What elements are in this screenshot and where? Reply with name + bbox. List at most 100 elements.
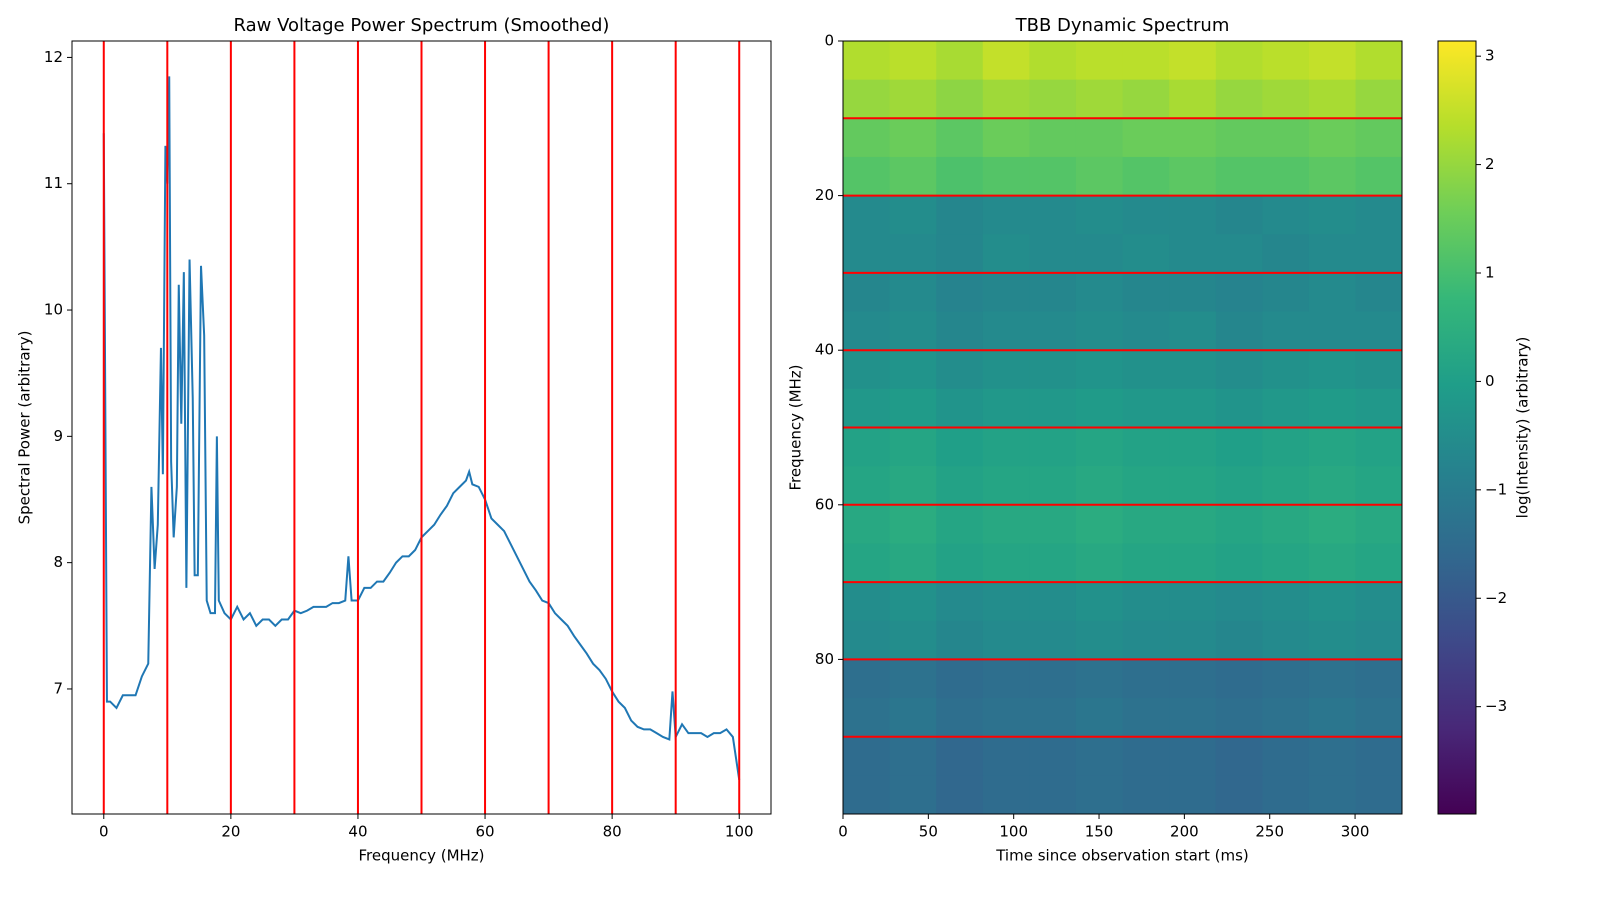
heatmap-cell xyxy=(1029,620,1077,660)
heatmap-cell xyxy=(1029,504,1077,544)
heatmap-cell xyxy=(1215,311,1263,351)
heatmap-cell xyxy=(1308,775,1357,815)
heatmap-cell xyxy=(1169,79,1217,119)
heatmap-cell xyxy=(1355,156,1403,197)
heatmap-cell xyxy=(1122,582,1170,622)
heatmap-cell xyxy=(1355,311,1403,351)
heatmap-cell xyxy=(1075,620,1124,660)
y-tick-label: 0 xyxy=(824,32,834,50)
heatmap-cell xyxy=(1262,388,1310,428)
heatmap-cell xyxy=(1029,234,1077,274)
x-axis-label: Time since observation start (ms) xyxy=(995,847,1249,865)
heatmap-cell xyxy=(1262,41,1310,81)
heatmap-cell xyxy=(1029,543,1077,583)
heatmap-cell xyxy=(1355,659,1403,699)
heatmap-cell xyxy=(936,350,984,390)
heatmap-cell xyxy=(1215,118,1263,158)
heatmap-cell xyxy=(1169,234,1217,274)
heatmap-cell xyxy=(843,620,891,660)
heatmap-cell xyxy=(1355,543,1403,583)
heatmap-cell xyxy=(843,775,891,815)
heatmap-cell xyxy=(843,195,891,235)
heatmap-cell xyxy=(936,272,984,313)
heatmap-cell xyxy=(1355,79,1403,119)
heatmap-cell xyxy=(1122,350,1170,390)
heatmap-cell xyxy=(1122,427,1170,467)
heatmap-cell xyxy=(1169,156,1217,197)
heatmap-cell xyxy=(982,234,1030,274)
heatmap-cell xyxy=(1308,736,1357,776)
heatmap-cell xyxy=(1262,272,1310,313)
heatmap-cell xyxy=(1355,41,1403,81)
heatmap-cell xyxy=(1122,620,1170,660)
heatmap-cell xyxy=(936,41,984,81)
heatmap-cell xyxy=(843,388,891,428)
heatmap-cell xyxy=(1355,698,1403,738)
heatmap-cell xyxy=(1075,234,1124,274)
heatmap-cell xyxy=(982,195,1030,235)
heatmap-cell xyxy=(843,504,891,544)
heatmap-cell xyxy=(889,79,937,119)
heatmap-cell xyxy=(1122,659,1170,699)
y-tick-label: 80 xyxy=(815,650,834,668)
heatmap-cell xyxy=(889,311,937,351)
heatmap-cell xyxy=(1355,118,1403,158)
heatmap-cell xyxy=(936,736,984,776)
heatmap-cell xyxy=(1075,659,1124,699)
heatmap-cell xyxy=(1308,388,1357,428)
heatmap-cell xyxy=(1262,156,1310,197)
x-tick-label: 0 xyxy=(99,823,109,841)
heatmap-cell xyxy=(1215,350,1263,390)
heatmap-cell xyxy=(889,504,937,544)
heatmap-cell xyxy=(1169,388,1217,428)
heatmap-cell xyxy=(1029,466,1077,506)
heatmap-cell xyxy=(889,388,937,428)
heatmap-cell xyxy=(1355,582,1403,622)
heatmap-cell xyxy=(1215,543,1263,583)
heatmap-cell xyxy=(982,775,1030,815)
heatmap-cell xyxy=(889,41,937,81)
heatmap-cell xyxy=(936,775,984,815)
heatmap-cell xyxy=(1262,118,1310,158)
heatmap-cell xyxy=(1075,156,1124,197)
heatmap-cell xyxy=(1169,350,1217,390)
heatmap-cell xyxy=(1262,775,1310,815)
heatmap-cell xyxy=(843,79,891,119)
heatmap-cell xyxy=(1215,504,1263,544)
heatmap-cell xyxy=(936,466,984,506)
heatmap-cell xyxy=(1122,311,1170,351)
heatmap-cell xyxy=(1029,582,1077,622)
heatmap-cell xyxy=(1308,698,1357,738)
heatmap-cell xyxy=(982,156,1030,197)
y-tick-label: 12 xyxy=(44,48,63,66)
heatmap-cell xyxy=(1215,427,1263,467)
heatmap-cell xyxy=(1215,698,1263,738)
heatmap-cell xyxy=(982,698,1030,738)
heatmap-cell xyxy=(1029,775,1077,815)
heatmap-cell xyxy=(1262,543,1310,583)
heatmap-cell xyxy=(1215,659,1263,699)
x-tick-label: 60 xyxy=(475,823,494,841)
heatmap-cell xyxy=(936,582,984,622)
colorbar-tick-label: 1 xyxy=(1485,264,1495,282)
x-tick-label: 150 xyxy=(1085,823,1114,841)
y-tick-label: 40 xyxy=(815,341,834,359)
heatmap-cell xyxy=(1122,466,1170,506)
heatmap-cell xyxy=(889,543,937,583)
heatmap-cell xyxy=(1262,234,1310,274)
heatmap-cell xyxy=(982,311,1030,351)
heatmap-cell xyxy=(1169,311,1217,351)
heatmap-cell xyxy=(1029,427,1077,467)
heatmap-cell xyxy=(1262,427,1310,467)
y-tick-label: 20 xyxy=(815,186,834,204)
heatmap-cell xyxy=(1355,234,1403,274)
heatmap-cell xyxy=(1029,156,1077,197)
heatmap-cell xyxy=(1122,118,1170,158)
heatmap-cell xyxy=(843,234,891,274)
heatmap-cell xyxy=(1169,775,1217,815)
colorbar-tick-label: −3 xyxy=(1485,697,1507,715)
heatmap-cell xyxy=(1169,41,1217,81)
heatmap-cell xyxy=(1355,272,1403,313)
colorbar-label: log(Intensity) (arbitrary) xyxy=(1514,337,1532,519)
heatmap-cell xyxy=(889,118,937,158)
